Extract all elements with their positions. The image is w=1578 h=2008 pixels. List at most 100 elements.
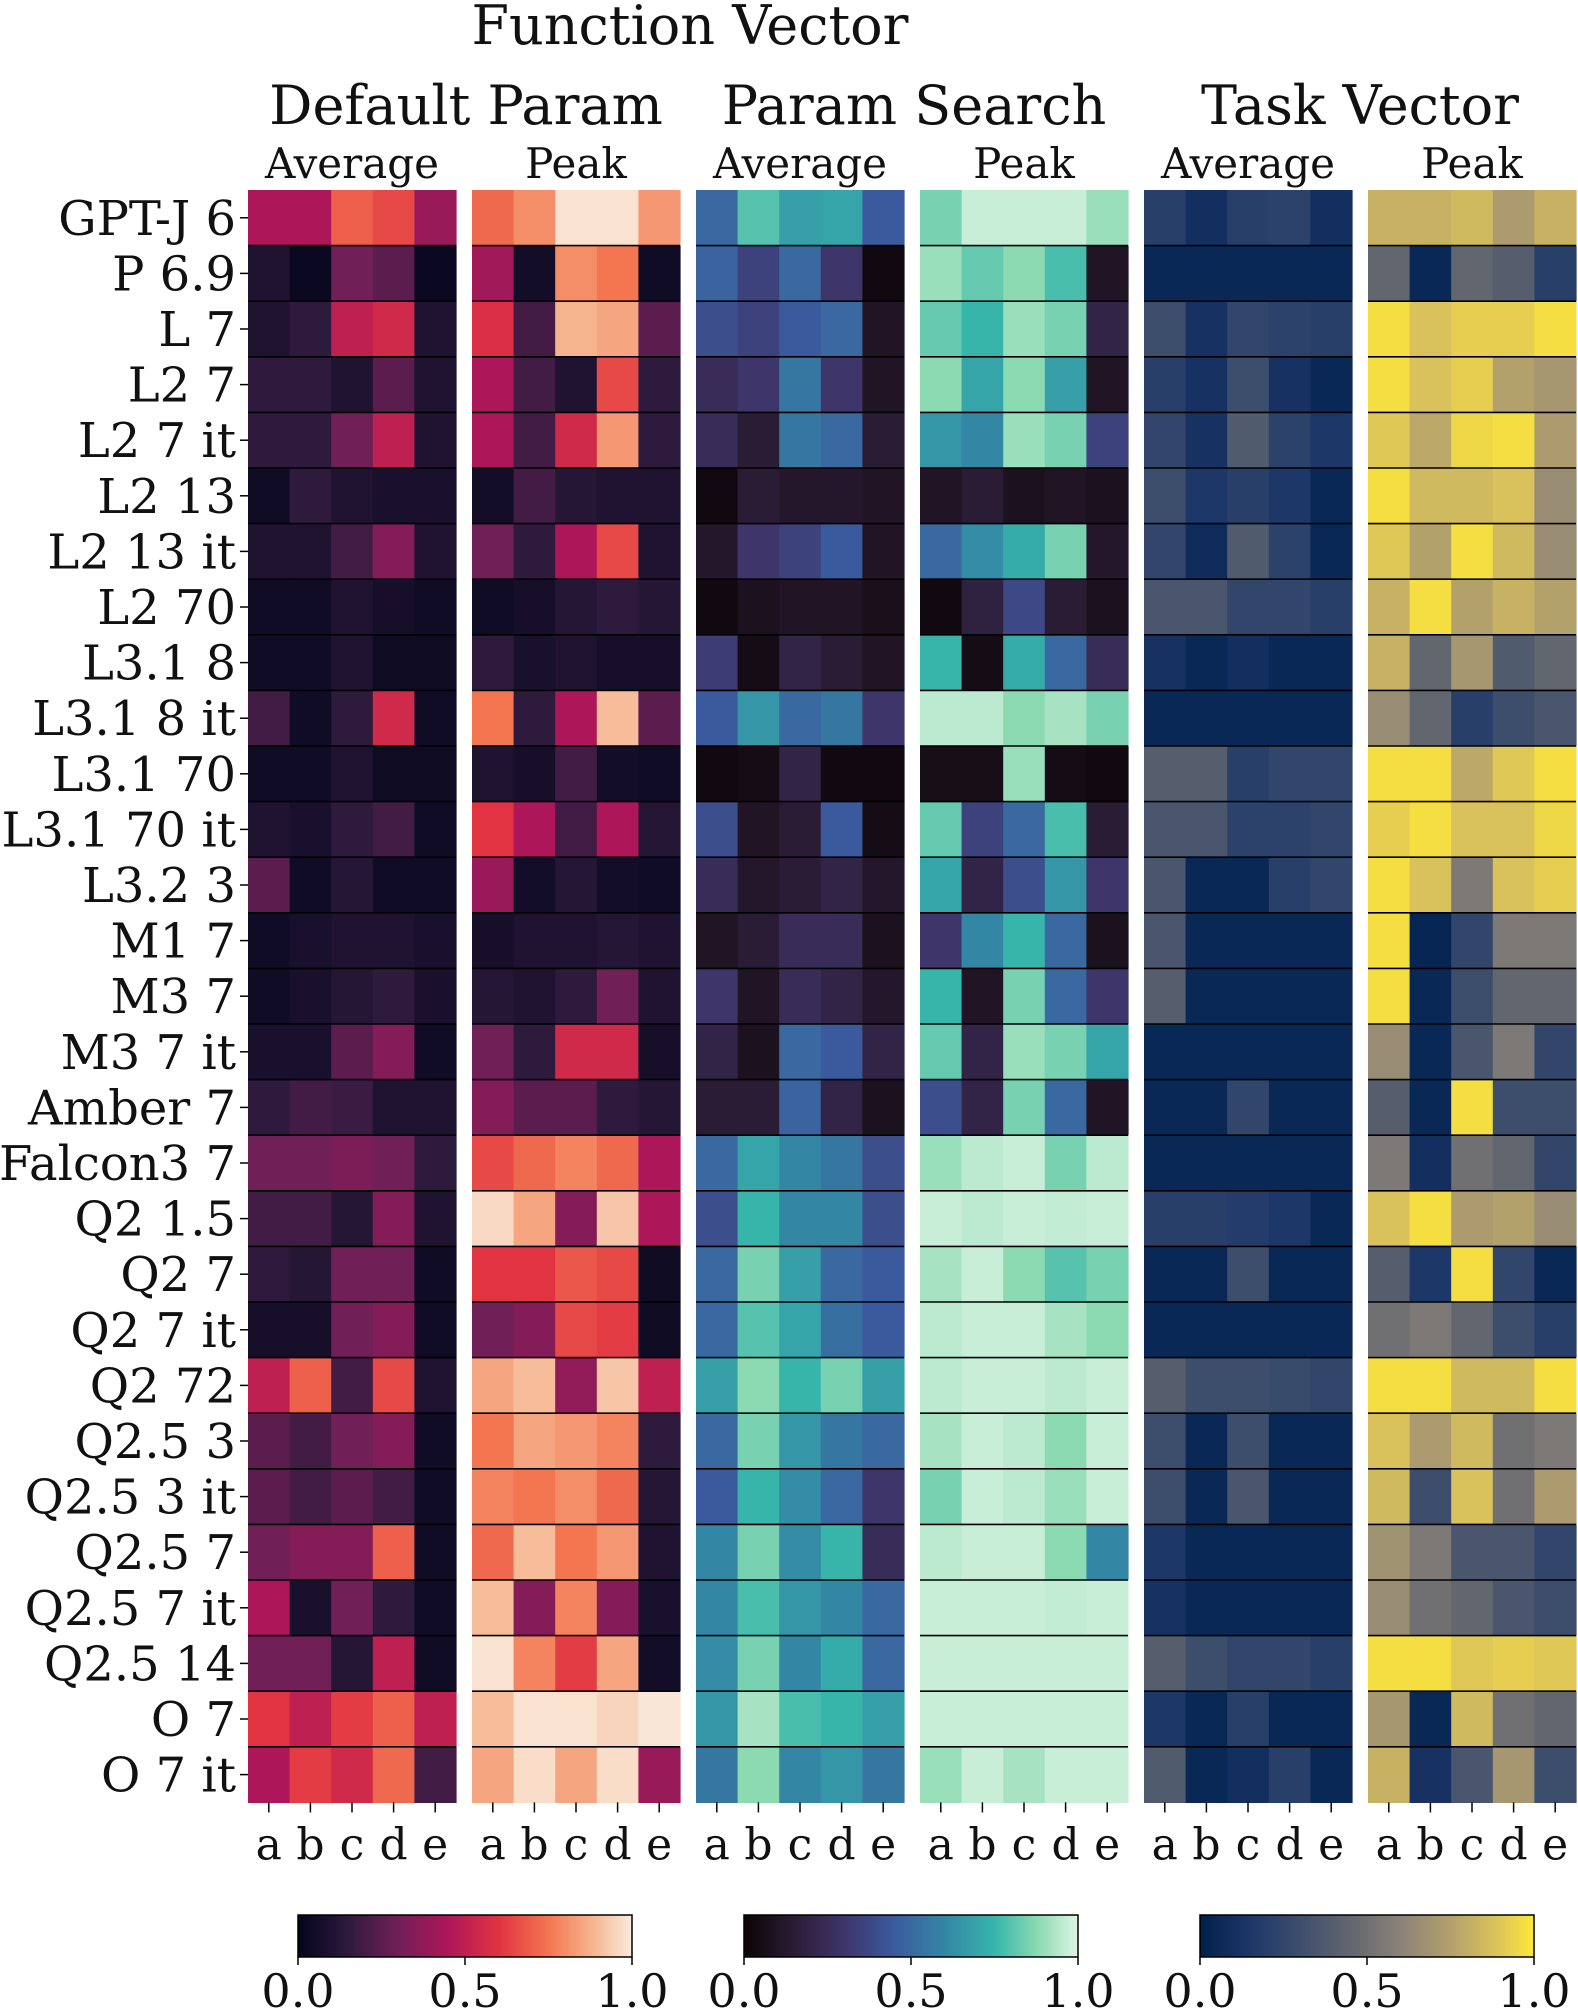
group-label-default-param: Default Param	[269, 74, 663, 137]
heatmap-cell	[1044, 968, 1087, 1025]
heatmap-cell	[1185, 356, 1228, 413]
heatmap-cell	[1451, 968, 1494, 1025]
heatmap-cell	[1534, 579, 1577, 636]
heatmap-cell	[820, 1413, 863, 1470]
column-label: d	[604, 1819, 632, 1870]
heatmap-cell	[1227, 468, 1270, 525]
heatmap-cell	[1368, 190, 1411, 247]
heatmap-cell	[1185, 968, 1228, 1025]
column-label: b	[1416, 1819, 1444, 1870]
heatmap-cell	[638, 1468, 681, 1525]
heatmap-cell	[596, 1468, 639, 1525]
heatmap-cell	[920, 1190, 963, 1247]
heatmap-cell	[1185, 412, 1228, 469]
heatmap-cell	[1409, 1468, 1452, 1525]
heatmap-cell	[1534, 746, 1577, 803]
heatmap-cell	[1409, 1190, 1452, 1247]
heatmap-cell	[372, 523, 415, 580]
heatmap-cell	[862, 1635, 905, 1692]
heatmap-cell	[1185, 746, 1228, 803]
heatmap-panel-3	[696, 190, 905, 1803]
heatmap-cell	[779, 1746, 822, 1803]
heatmap-cell	[737, 690, 780, 747]
heatmap-cell	[1044, 301, 1087, 358]
heatmap-cell	[1003, 634, 1046, 691]
row-label: Amber 7	[27, 1080, 236, 1136]
heatmap-cell	[920, 746, 963, 803]
heatmap-cell	[862, 634, 905, 691]
heatmap-cell	[414, 1024, 457, 1081]
heatmap-cell	[820, 1524, 863, 1581]
column-label: e	[422, 1819, 448, 1870]
heatmap-cell	[513, 356, 556, 413]
heatmap-cell	[1534, 1190, 1577, 1247]
heatmap-cell	[472, 746, 515, 803]
heatmap-cell	[1368, 579, 1411, 636]
heatmap-cell	[1310, 912, 1353, 969]
heatmap-cell	[961, 579, 1004, 636]
heatmap-cell	[737, 1302, 780, 1359]
heatmap-cell	[472, 523, 515, 580]
heatmap-cell	[596, 1079, 639, 1136]
heatmap-cell	[1451, 356, 1494, 413]
heatmap-cell	[1451, 1468, 1494, 1525]
heatmap-cell	[820, 1691, 863, 1748]
column-label: b	[520, 1819, 548, 1870]
heatmap-cell	[1451, 412, 1494, 469]
heatmap-cell	[737, 968, 780, 1025]
column-label: c	[788, 1819, 813, 1870]
heatmap-cell	[289, 579, 332, 636]
heatmap-cell	[1003, 690, 1046, 747]
heatmap-cell	[513, 1635, 556, 1692]
heatmap-cell	[555, 1413, 598, 1470]
heatmap-cell	[1451, 1413, 1494, 1470]
heatmap-cell	[737, 1691, 780, 1748]
heatmap-cell	[1409, 1079, 1452, 1136]
heatmap-cell	[1451, 746, 1494, 803]
panel-label-6: Peak	[1421, 139, 1523, 188]
heatmap-cell	[1451, 1524, 1494, 1581]
heatmap-cell	[1185, 1580, 1228, 1637]
heatmap-cell	[1086, 1190, 1129, 1247]
heatmap-cell	[372, 1746, 415, 1803]
heatmap-cell	[1268, 301, 1311, 358]
heatmap-cell	[1409, 301, 1452, 358]
heatmap-cell	[1144, 1135, 1187, 1192]
colorbar-tick-label: 1.0	[1497, 1964, 1570, 2008]
heatmap-cell	[1409, 801, 1452, 858]
heatmap-cell	[1086, 1079, 1129, 1136]
heatmap-cell	[737, 301, 780, 358]
heatmap-cell	[414, 968, 457, 1025]
heatmap-cell	[331, 912, 374, 969]
heatmap-cell	[1003, 579, 1046, 636]
heatmap-cell	[248, 1635, 291, 1692]
heatmap-cell	[372, 579, 415, 636]
heatmap-cell	[862, 356, 905, 413]
heatmap-cell	[414, 690, 457, 747]
heatmap-cell	[1534, 1691, 1577, 1748]
heatmap-cell	[1492, 1635, 1535, 1692]
heatmap-cell	[1003, 1302, 1046, 1359]
heatmap-cell	[920, 1635, 963, 1692]
heatmap-cell	[737, 1024, 780, 1081]
heatmap-cell	[1044, 523, 1087, 580]
heatmap-cell	[1003, 1468, 1046, 1525]
heatmap-cell	[1185, 301, 1228, 358]
group-label-task-vector: Task Vector	[1201, 74, 1519, 137]
heatmap-cell	[961, 634, 1004, 691]
heatmap-cell	[1227, 301, 1270, 358]
column-label: d	[1500, 1819, 1528, 1870]
heatmap-cell	[1003, 1024, 1046, 1081]
heatmap-cell	[331, 1580, 374, 1637]
column-label: c	[1012, 1819, 1037, 1870]
heatmap-cell	[1534, 412, 1577, 469]
heatmap-cell	[1268, 1468, 1311, 1525]
row-label: GPT-J 6	[58, 191, 236, 247]
heatmap-cell	[331, 801, 374, 858]
row-label: L2 7 it	[78, 413, 236, 469]
heatmap-cell	[1144, 634, 1187, 691]
heatmap-cell	[248, 1302, 291, 1359]
heatmap-cell	[248, 1357, 291, 1414]
heatmap-cell	[1492, 356, 1535, 413]
heatmap-cell	[1086, 1468, 1129, 1525]
